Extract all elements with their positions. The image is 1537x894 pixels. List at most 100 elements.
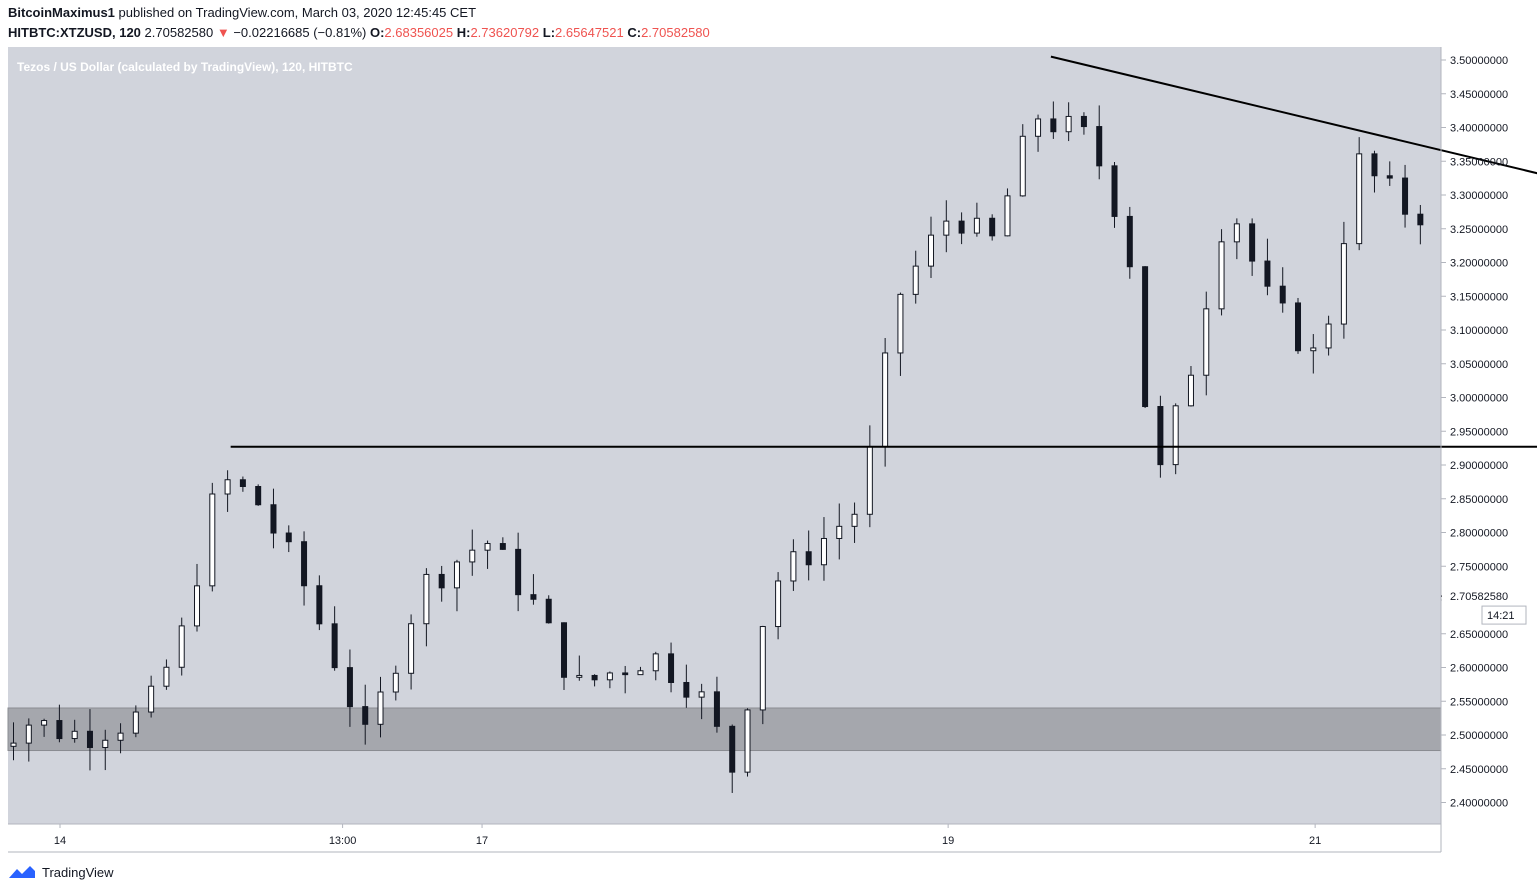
candle-body-down xyxy=(1050,118,1057,133)
candle-body-up xyxy=(1218,241,1225,310)
candle-body-down xyxy=(622,672,629,676)
candle-body-up xyxy=(652,653,659,672)
symbol-info-bar: HITBTC:XTZUSD, 120 2.70582580 ▼ −0.02216… xyxy=(8,25,710,40)
close-label: C: xyxy=(627,25,642,40)
candle xyxy=(1310,334,1317,374)
candle-body-down xyxy=(805,551,812,566)
support-zone-layer xyxy=(7,707,1442,752)
candle-body-up xyxy=(698,691,705,698)
candle xyxy=(545,595,552,624)
candle xyxy=(989,214,996,241)
candle-body-up xyxy=(1340,243,1347,325)
candle-body-down xyxy=(1096,126,1103,167)
candle-body-down xyxy=(545,598,552,624)
candle-body-down xyxy=(285,532,292,543)
x-tick-label: 13:00 xyxy=(329,835,357,847)
candle xyxy=(102,729,109,771)
last-price: 2.70582580 xyxy=(144,25,214,40)
y-tick-label: 2.45000000 xyxy=(1450,764,1508,776)
candle-body-up xyxy=(637,670,644,676)
candle-body-up xyxy=(10,742,17,747)
price-change: −0.02216685 (−0.81%) xyxy=(233,25,367,40)
candle xyxy=(1050,101,1057,139)
candle-body-down xyxy=(1157,406,1164,466)
candle xyxy=(713,676,720,733)
candle xyxy=(1371,150,1378,193)
y-tick-label: 3.30000000 xyxy=(1450,190,1508,202)
y-tick-label: 3.15000000 xyxy=(1450,291,1508,303)
candle-body-down xyxy=(1080,115,1087,128)
price-tags: 2.70582580 14:21 xyxy=(1441,587,1536,625)
candle-body-up xyxy=(209,493,216,587)
candle-body-up xyxy=(41,720,48,726)
candle-body-up xyxy=(377,691,384,725)
candle-body-down xyxy=(1417,213,1424,226)
candle-body-up xyxy=(928,234,935,267)
candle-body-up xyxy=(484,543,491,551)
candle-body-up xyxy=(1233,223,1240,243)
descending-trend-line[interactable] xyxy=(1050,55,1537,440)
low-label: L: xyxy=(542,25,556,40)
candle xyxy=(469,529,476,576)
candle-body-up xyxy=(576,674,583,678)
candle-body-down xyxy=(1249,223,1256,262)
candle xyxy=(576,655,583,681)
footer-brand[interactable]: TradingView xyxy=(8,864,114,880)
candle xyxy=(438,565,445,602)
countdown-tag xyxy=(1481,605,1527,625)
countdown-label: 14:21 xyxy=(1487,610,1515,622)
candle-body-up xyxy=(820,537,827,566)
candle-body-up xyxy=(606,672,613,681)
y-tick-label: 3.10000000 xyxy=(1450,325,1508,337)
candle-body-up xyxy=(1065,115,1072,133)
plot-area[interactable] xyxy=(8,47,1441,824)
x-tick-label: 14 xyxy=(54,835,66,847)
candle xyxy=(56,704,63,743)
candle xyxy=(928,216,935,278)
candle xyxy=(759,625,766,725)
candle-body-up xyxy=(178,625,185,668)
candle-body-up xyxy=(943,220,950,236)
candle-body-down xyxy=(530,594,537,600)
candle xyxy=(1203,291,1210,396)
candle xyxy=(1233,218,1240,260)
candle-body-up xyxy=(836,525,843,539)
candle xyxy=(331,606,338,671)
candle-body-up xyxy=(775,580,782,628)
candle xyxy=(408,614,415,690)
price-axis[interactable]: 3.50000000 3.45000000 3.40000000 3.35000000… xyxy=(1441,55,1508,810)
candle xyxy=(224,470,231,512)
high-label: H: xyxy=(456,25,471,40)
current-price-label: 2.70582580 xyxy=(1450,591,1508,603)
candle xyxy=(775,572,782,640)
y-tick-label: 3.20000000 xyxy=(1450,258,1508,270)
candle-body-up xyxy=(392,672,399,693)
candle-body-up xyxy=(973,217,980,234)
candle xyxy=(1295,297,1302,354)
y-tick-label: 2.75000000 xyxy=(1450,561,1508,573)
candle-body-up xyxy=(423,573,430,625)
candle-body-up xyxy=(117,732,124,741)
candle xyxy=(178,617,185,676)
y-tick-label: 3.00000000 xyxy=(1450,393,1508,405)
candle-body-down xyxy=(56,720,63,740)
candle xyxy=(698,683,705,720)
candle xyxy=(10,722,17,761)
candle xyxy=(377,676,384,738)
candle xyxy=(1080,112,1087,135)
candle xyxy=(25,718,32,762)
candle xyxy=(652,651,659,681)
candle-body-up xyxy=(148,685,155,713)
candle-body-up xyxy=(453,561,460,589)
y-tick-label: 3.45000000 xyxy=(1450,89,1508,101)
candle xyxy=(1218,229,1225,316)
publish-date: published on TradingView.com, March 03, … xyxy=(118,5,477,20)
candle-body-up xyxy=(851,513,858,527)
candle-body-down xyxy=(1142,266,1149,408)
candle-body-up xyxy=(194,585,201,627)
candle-body-up xyxy=(469,549,476,563)
author-name[interactable]: BitcoinMaximus1 xyxy=(8,5,115,20)
candle-body-down xyxy=(729,725,736,773)
